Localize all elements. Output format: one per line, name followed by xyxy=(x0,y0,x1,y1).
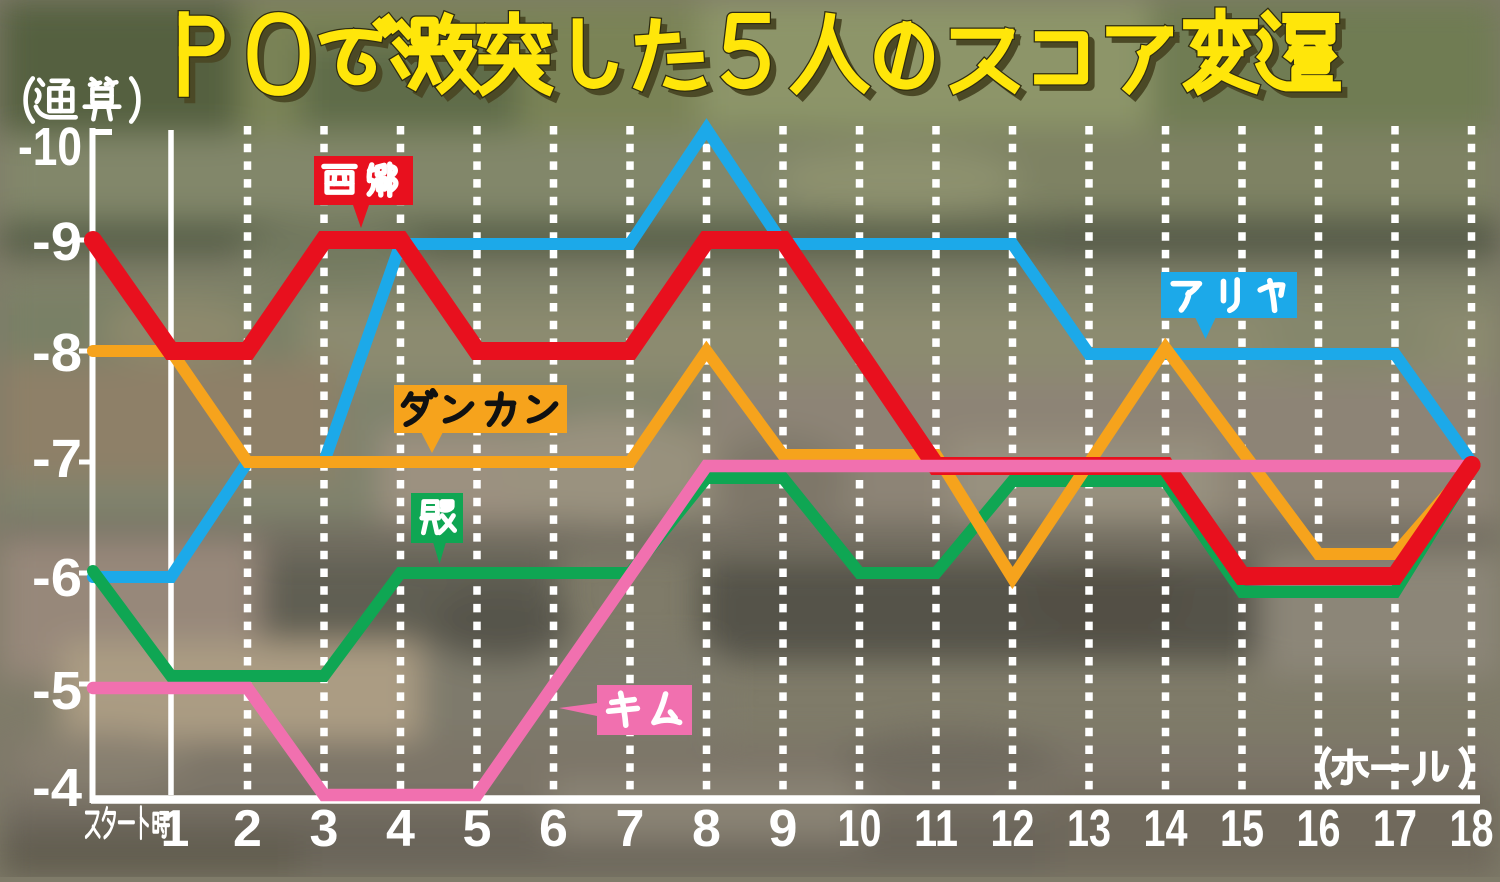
svg-text:13: 13 xyxy=(1067,800,1111,858)
svg-text:18: 18 xyxy=(1450,800,1494,858)
svg-text:4: 4 xyxy=(386,800,415,858)
svg-text:3: 3 xyxy=(310,800,339,858)
svg-text:6: 6 xyxy=(539,800,568,858)
svg-text:15: 15 xyxy=(1220,800,1264,858)
svg-text:-8: -8 xyxy=(32,323,82,383)
svg-text:-4: -4 xyxy=(32,758,82,818)
svg-text:8: 8 xyxy=(692,800,721,858)
svg-text:-5: -5 xyxy=(32,661,82,721)
svg-text:16: 16 xyxy=(1297,800,1341,858)
svg-text:17: 17 xyxy=(1373,800,1417,858)
svg-text:-10: -10 xyxy=(18,117,82,177)
svg-text:2: 2 xyxy=(233,800,262,858)
svg-text:9: 9 xyxy=(769,800,798,858)
svg-text:-9: -9 xyxy=(32,212,82,272)
svg-text:11: 11 xyxy=(914,800,958,858)
svg-text:5: 5 xyxy=(463,800,492,858)
svg-text:12: 12 xyxy=(991,800,1035,858)
svg-text:-7: -7 xyxy=(32,429,82,489)
svg-text:14: 14 xyxy=(1144,800,1188,858)
svg-text:-6: -6 xyxy=(32,548,82,608)
svg-text:10: 10 xyxy=(838,800,882,858)
svg-text:7: 7 xyxy=(616,800,645,858)
